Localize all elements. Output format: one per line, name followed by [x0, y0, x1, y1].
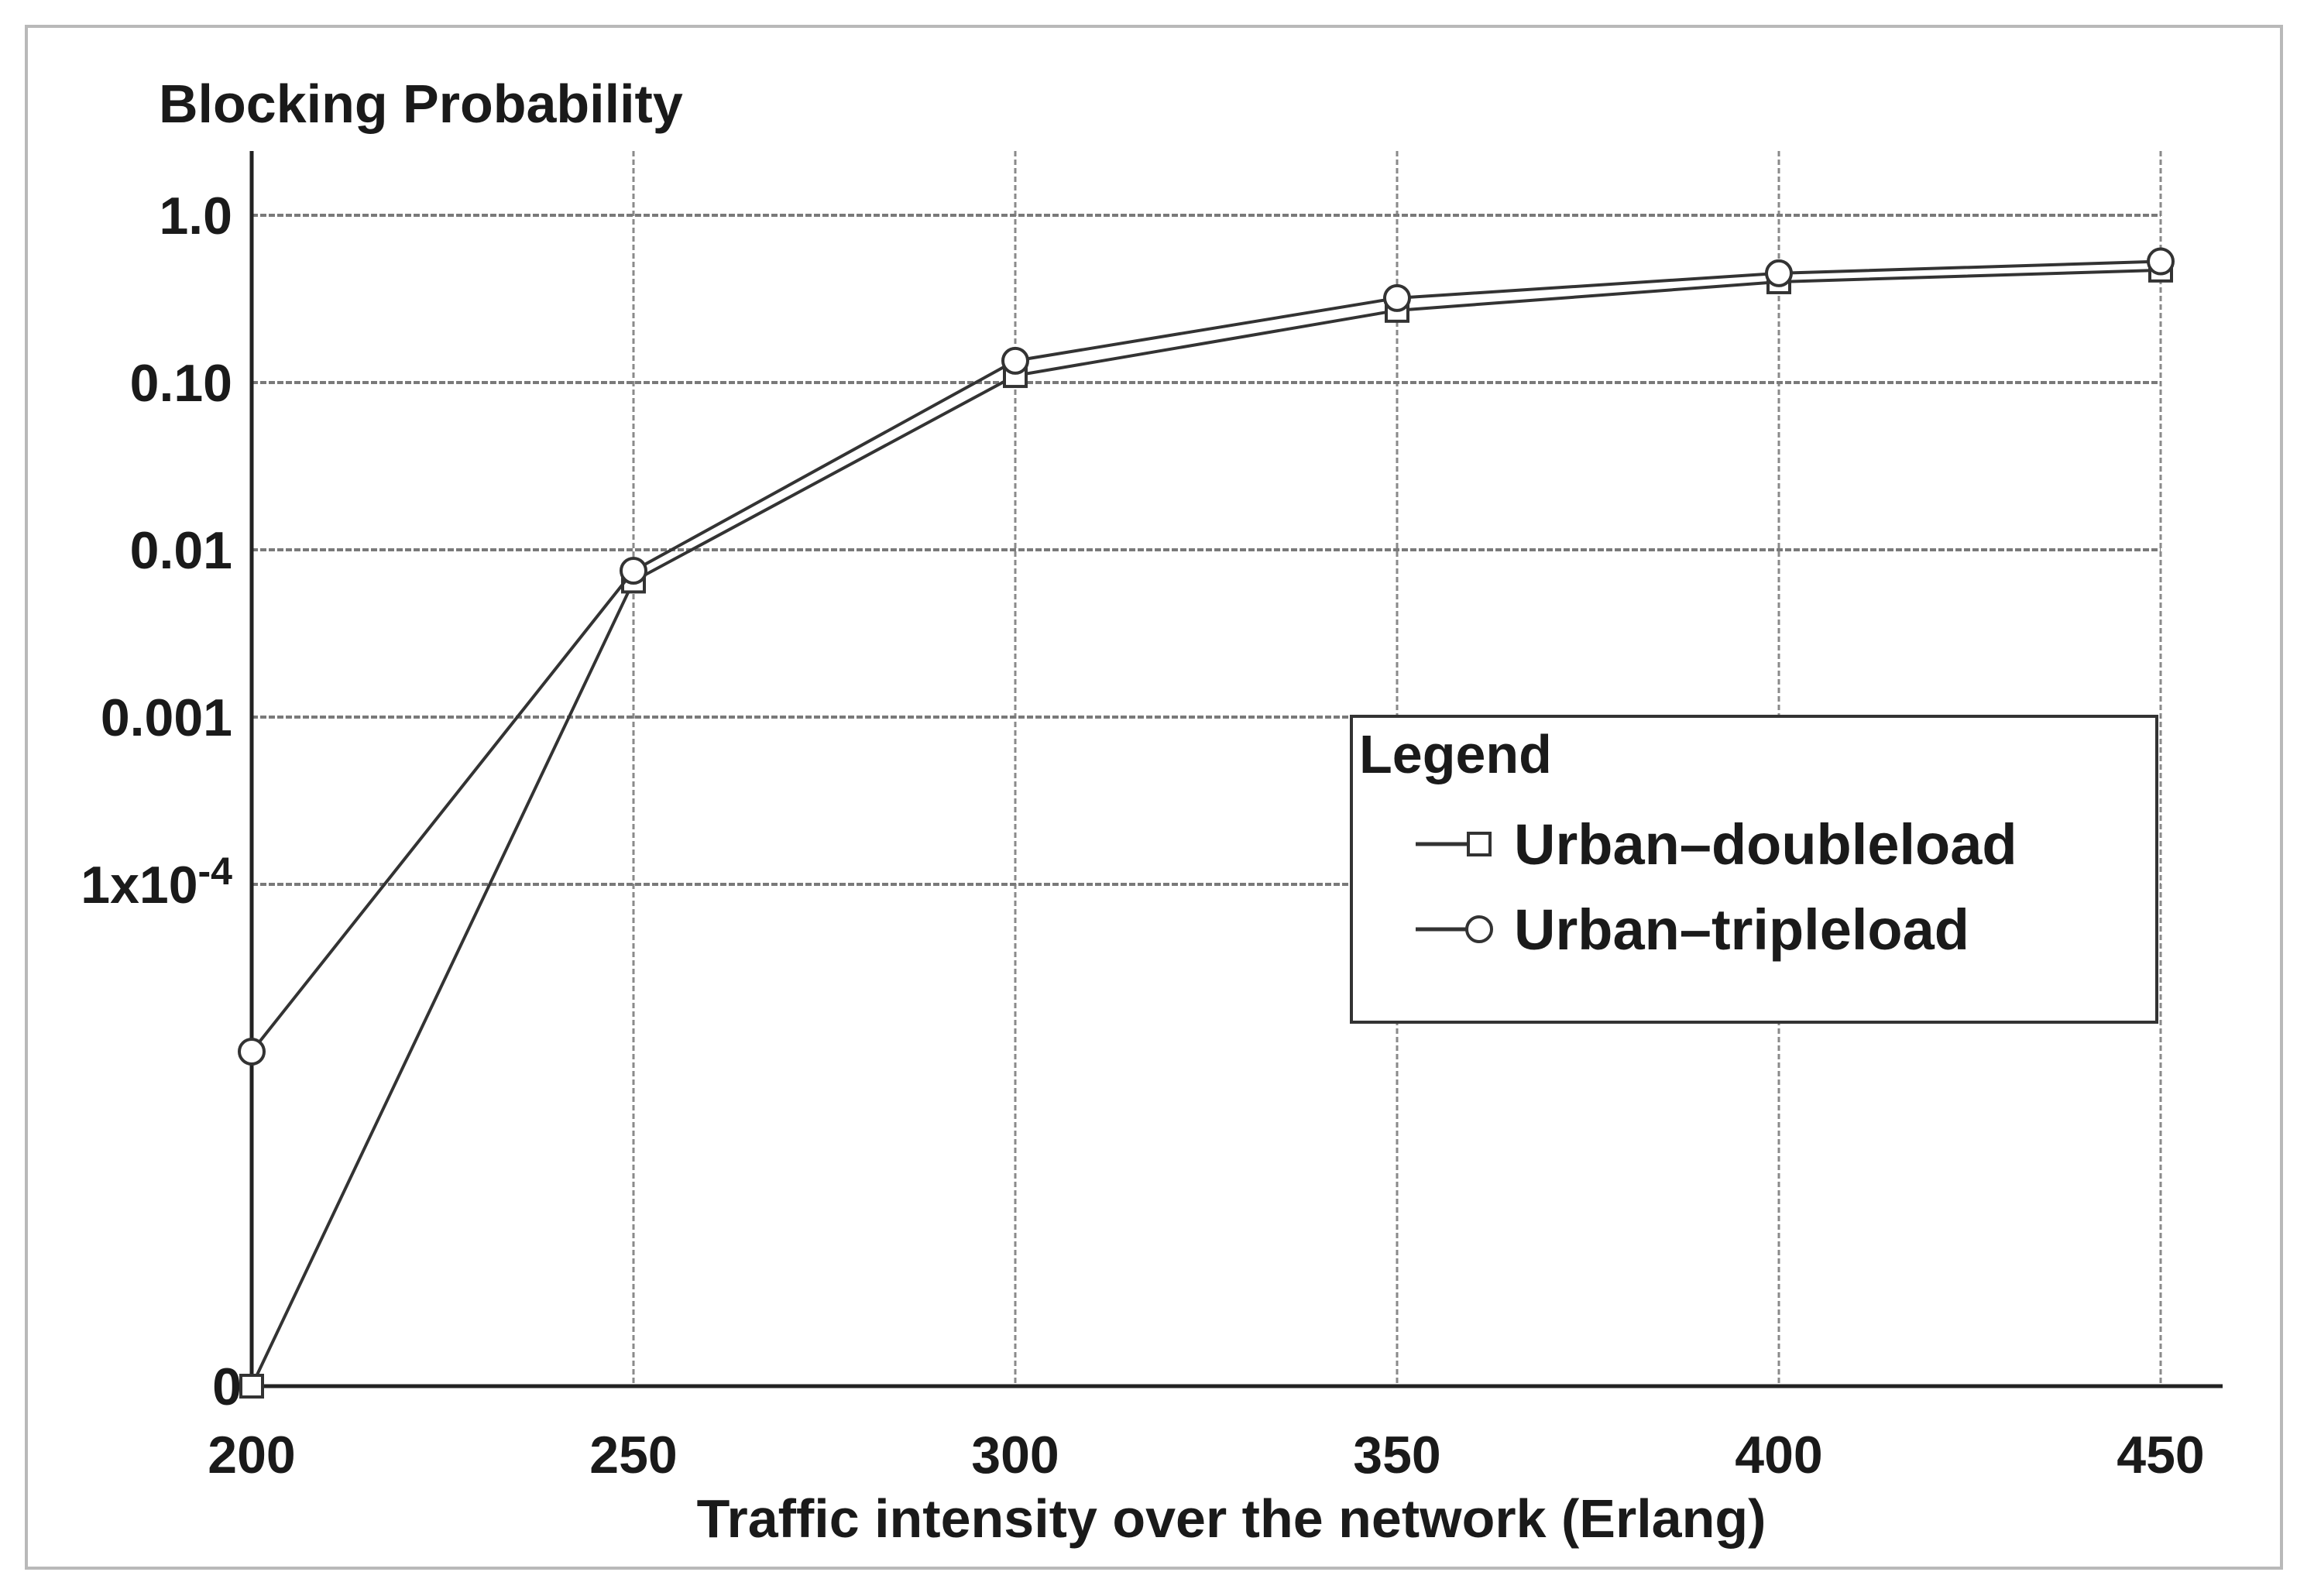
y-tick-text: 0.01 [130, 521, 232, 580]
data-point-circle [238, 1038, 266, 1066]
x-tick-label: 350 [1353, 1426, 1440, 1484]
y-tick-labels: 1.0 0.10 0.01 0.001 1x10-4 0 [81, 187, 242, 1416]
y-tick-label: 0.001 [101, 688, 232, 747]
series [238, 247, 2175, 1399]
x-tick-label: 400 [1735, 1426, 1822, 1484]
legend-entry: Urban–tripleload [1416, 898, 1969, 962]
axes [249, 151, 2223, 1388]
legend-label: Urban–doubleload [1514, 812, 2017, 877]
x-tick-label: 250 [589, 1426, 677, 1484]
x-tick-label: 450 [2117, 1426, 2204, 1484]
y-tick-label: 0 [212, 1357, 242, 1416]
y-tick-text: 1x10 [81, 856, 197, 915]
y-tick-label: 1x10-4 [81, 849, 232, 915]
legend: Legend Urban–doubleload Urban–tripleload [1350, 715, 2158, 1024]
y-tick-label: 0.01 [130, 521, 232, 580]
x-tick-labels: 200 250 300 350 400 450 [208, 1426, 2204, 1484]
y-axis-title: Blocking Probability [159, 74, 683, 134]
y-tick-label: 0.10 [130, 354, 232, 413]
data-point-square [239, 1374, 264, 1399]
x-tick-label: 200 [208, 1426, 295, 1484]
legend-box [1350, 715, 2158, 1024]
legend-entry: Urban–doubleload [1416, 812, 2017, 877]
data-point-circle [2147, 247, 2175, 276]
y-tick-superscript: -4 [198, 849, 233, 893]
y-tick-text: 0 [212, 1357, 242, 1416]
legend-marker-square [1467, 832, 1492, 856]
legend-title: Legend [1359, 724, 1552, 784]
y-tick-text: 0.10 [130, 354, 232, 413]
data-point-circle [1001, 346, 1029, 375]
series-line [250, 259, 2161, 1053]
data-point-circle [620, 556, 647, 585]
series-line [250, 268, 2161, 1387]
data-point-circle [1383, 283, 1411, 312]
x-axis-title: Traffic intensity over the network (Erla… [697, 1488, 1766, 1549]
legend-label: Urban–tripleload [1514, 898, 1969, 962]
y-tick-text: 0.001 [101, 688, 232, 747]
legend-marker-circle [1465, 915, 1493, 943]
y-tick-label: 1.0 [159, 187, 232, 245]
y-tick-text: 1.0 [159, 187, 232, 245]
x-tick-label: 300 [971, 1426, 1059, 1484]
data-point-circle [1765, 259, 1793, 287]
series-tripleload [238, 247, 2175, 1066]
